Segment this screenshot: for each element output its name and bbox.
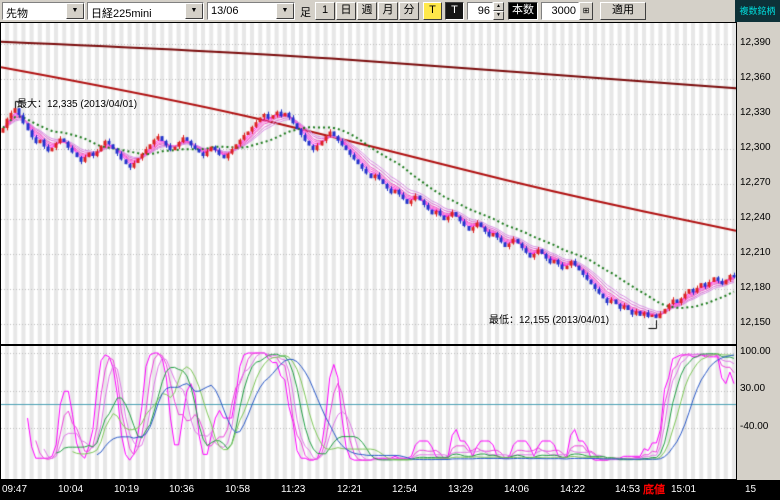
apply-button[interactable]: 適用 xyxy=(600,2,646,20)
price-axis-label: 12,240 xyxy=(740,212,771,223)
category-select-value: 先物 xyxy=(3,3,66,19)
oscillator-panel xyxy=(0,345,737,480)
chevron-down-icon[interactable]: ▼ xyxy=(185,3,203,19)
oscillator-axis-label: 30.00 xyxy=(740,383,765,394)
price-axis-label: 12,390 xyxy=(740,37,771,48)
chevron-down-icon[interactable]: ▼ xyxy=(276,3,294,19)
price-axis-label: 12,330 xyxy=(740,107,771,118)
main-chart-panel: 最大：12,335 (2013/04/01) 最低：12,155 (2013/0… xyxy=(0,22,737,345)
time-axis-label: 12:54 xyxy=(392,484,417,495)
symbol-select-value: 日経225mini xyxy=(88,3,185,19)
chevron-down-icon[interactable]: ▼ xyxy=(66,3,84,19)
price-axis-label: 12,150 xyxy=(740,317,771,328)
time-axis-label: 10:04 xyxy=(58,484,83,495)
time-axis-label: 10:58 xyxy=(225,484,250,495)
time-axis-label: 13:29 xyxy=(448,484,473,495)
time-axis-label: 15 xyxy=(745,484,756,495)
price-axis-label: 12,270 xyxy=(740,177,771,188)
symbol-select[interactable]: 日経225mini ▼ xyxy=(87,2,204,20)
period-button-month[interactable]: 月 xyxy=(378,2,398,20)
oscillator-canvas[interactable] xyxy=(1,346,736,479)
time-axis-label: 14:22 xyxy=(560,484,585,495)
max-annotation: 最大：12,335 (2013/04/01) xyxy=(17,95,137,110)
grid-icon: ⊞ xyxy=(583,6,590,15)
multi-symbol-label: 複数銘柄 xyxy=(739,6,775,16)
price-chart-canvas[interactable] xyxy=(1,23,736,344)
tick-spinner-up-button[interactable]: ▲ xyxy=(493,2,504,11)
time-axis-label: 12:21 xyxy=(337,484,362,495)
price-axis-label: 12,180 xyxy=(740,282,771,293)
period-button-1[interactable]: 1 xyxy=(315,2,335,20)
oscillator-axis-label: 100.00 xyxy=(740,346,771,357)
multi-symbol-panel[interactable]: 複数銘柄 xyxy=(735,0,780,22)
time-axis-label: 10:36 xyxy=(169,484,194,495)
tick-count-spinner: ▲ ▼ xyxy=(493,2,504,20)
bottom-price-label: 底値 xyxy=(643,481,665,497)
period-button-minute[interactable]: 分 xyxy=(399,2,419,20)
period-button-week[interactable]: 週 xyxy=(357,2,377,20)
price-axis-label: 12,210 xyxy=(740,247,771,258)
time-axis-label: 10:19 xyxy=(114,484,139,495)
time-axis-label: 11:23 xyxy=(281,484,305,495)
arrow-down-icon: ▼ xyxy=(496,12,501,18)
tick-chart-button[interactable]: T xyxy=(423,2,442,20)
tick-toggle-button[interactable]: T xyxy=(445,2,464,20)
time-axis-label: 14:06 xyxy=(504,484,529,495)
period-button-day[interactable]: 日 xyxy=(336,2,356,20)
bars-count-input[interactable] xyxy=(541,2,579,20)
arrow-up-icon: ▲ xyxy=(496,3,501,9)
bars-count-picker-button[interactable]: ⊞ xyxy=(579,2,593,20)
time-axis-label: 09:47 xyxy=(2,484,27,495)
min-annotation: 最低：12,155 (2013/04/01) xyxy=(489,311,609,326)
chart-app: 先物 ▼ 日経225mini ▼ 13/06 ▼ 足 1 日 週 月 分 T T… xyxy=(0,0,780,500)
price-axis: 12,390 12,360 12,330 12,300 12,270 12,24… xyxy=(737,22,780,480)
toolbar: 先物 ▼ 日経225mini ▼ 13/06 ▼ 足 1 日 週 月 分 T T… xyxy=(0,0,780,22)
price-axis-label: 12,360 xyxy=(740,72,771,83)
bar-type-label: 足 xyxy=(300,4,311,20)
contract-month-select[interactable]: 13/06 ▼ xyxy=(207,2,295,20)
tick-spinner-down-button[interactable]: ▼ xyxy=(493,11,504,20)
contract-month-value: 13/06 xyxy=(208,3,276,19)
category-select[interactable]: 先物 ▼ xyxy=(2,2,85,20)
time-axis-label: 15:01 xyxy=(671,484,696,495)
bars-count-toggle[interactable]: 本数 xyxy=(508,2,538,20)
oscillator-axis-label: -40.00 xyxy=(740,421,768,432)
time-axis-label: 14:53 xyxy=(615,484,640,495)
tick-count-input[interactable] xyxy=(467,2,493,20)
price-axis-label: 12,300 xyxy=(740,142,771,153)
